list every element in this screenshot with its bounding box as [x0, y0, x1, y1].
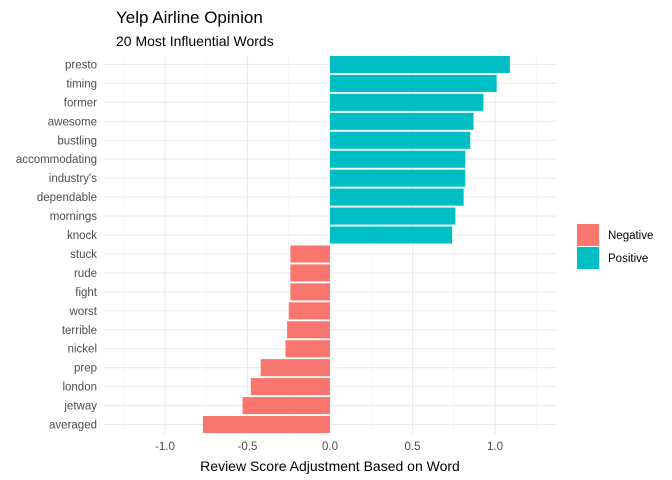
bar-fight	[290, 283, 330, 301]
legend-label: Positive	[608, 253, 648, 265]
x-axis-title: Review Score Adjustment Based on Word	[200, 458, 460, 474]
x-tick-label: 1.0	[487, 441, 503, 453]
x-tick-label: -0.5	[238, 441, 258, 453]
bar-mornings	[330, 207, 456, 225]
y-tick-label: worst	[69, 306, 98, 318]
bar-accommodating	[330, 150, 466, 168]
x-tick-label: 0.5	[405, 441, 421, 453]
x-tick-label: -1.0	[155, 441, 175, 453]
bar-awesome	[330, 112, 474, 130]
y-tick-label: rude	[74, 268, 97, 280]
y-tick-label: accommodating	[16, 154, 97, 166]
bar-knock	[330, 226, 453, 244]
y-tick-label: fight	[75, 287, 98, 299]
y-tick-label: averaged	[49, 420, 97, 432]
grid-lines	[104, 55, 556, 434]
bar-nickel	[285, 340, 330, 358]
bar-industry's	[330, 169, 466, 187]
y-tick-label: knock	[67, 230, 97, 242]
y-tick-label: former	[64, 97, 97, 109]
bar-terrible	[287, 321, 330, 339]
bar-presto	[330, 55, 510, 74]
bars	[202, 55, 510, 434]
x-tick-labels: -1.0 -0.5 0.0 0.5 1.0	[155, 441, 503, 453]
x-tick-label: 0.0	[322, 441, 338, 453]
legend-label: Negative	[608, 230, 653, 242]
bar-dependable	[330, 188, 464, 206]
y-tick-label: presto	[65, 59, 97, 71]
legend-key-positive	[577, 247, 599, 269]
legend: Negative Positive	[577, 224, 653, 269]
y-tick-label: bustling	[57, 135, 97, 147]
y-tick-label: timing	[66, 78, 97, 90]
bar-former	[330, 93, 484, 111]
bar-worst	[288, 302, 330, 320]
y-tick-label: industry's	[49, 173, 97, 185]
bar-timing	[330, 74, 497, 92]
bar-stuck	[290, 245, 330, 263]
y-tick-label: dependable	[37, 192, 97, 204]
bar-bustling	[330, 131, 471, 149]
bar-rude	[290, 264, 330, 282]
legend-key-negative	[577, 224, 599, 246]
y-tick-label: london	[62, 382, 97, 394]
chart-title: Yelp Airline Opinion	[116, 8, 263, 27]
y-tick-label: mornings	[50, 211, 98, 223]
y-tick-labels: presto timing former awesome bustling accommo…	[16, 59, 98, 431]
bar-averaged	[202, 415, 330, 434]
bar-prep	[260, 359, 330, 377]
y-tick-label: terrible	[62, 325, 97, 337]
y-tick-label: jetway	[63, 401, 97, 413]
y-tick-label: nickel	[68, 344, 97, 356]
bar-london	[250, 378, 330, 396]
y-tick-label: prep	[74, 363, 97, 375]
y-tick-label: awesome	[48, 116, 97, 128]
chart-subtitle: 20 Most Influential Words	[116, 33, 274, 49]
y-tick-label: stuck	[70, 249, 97, 261]
bar-jetway	[242, 397, 330, 415]
